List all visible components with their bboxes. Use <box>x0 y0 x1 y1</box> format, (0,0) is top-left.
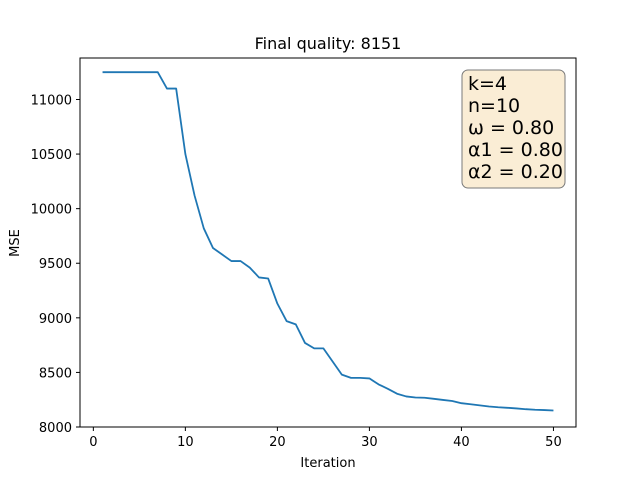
series-layer <box>102 71 554 412</box>
annotation-line: n=10 <box>468 95 520 117</box>
y-axis-label: MSE <box>8 229 23 257</box>
chart-title: Final quality: 8151 <box>255 34 402 53</box>
x-tick-label: 20 <box>269 435 286 450</box>
x-axis-label: Iteration <box>300 456 355 471</box>
y-axis-ticks: 8000 8500 9000 9500 10000 10500 11000 <box>31 93 80 436</box>
annotation-box <box>461 69 566 189</box>
annotation-line: ω = 0.80 <box>468 117 554 139</box>
y-tick-label: 9500 <box>39 257 72 272</box>
annotation-line: α2 = 0.20 <box>468 161 563 183</box>
y-tick-label: 10000 <box>31 203 72 218</box>
y-tick-label: 9000 <box>39 312 72 327</box>
mse-series-line <box>102 71 554 412</box>
y-tick-label: 10500 <box>31 148 72 163</box>
y-tick-label: 8500 <box>39 366 72 381</box>
x-tick-label: 30 <box>361 435 378 450</box>
axes-frame <box>79 57 577 428</box>
annotation-line: α1 = 0.80 <box>468 139 563 161</box>
annotation-line: k=4 <box>468 73 507 95</box>
y-tick-label: 8000 <box>39 421 72 436</box>
x-tick-label: 0 <box>89 435 97 450</box>
y-tick-label: 11000 <box>31 93 72 108</box>
x-tick-label: 10 <box>177 435 194 450</box>
x-axis-ticks: 0 10 20 30 40 50 <box>89 427 562 450</box>
x-tick-label: 40 <box>453 435 470 450</box>
x-tick-label: 50 <box>545 435 562 450</box>
